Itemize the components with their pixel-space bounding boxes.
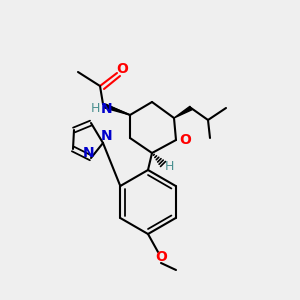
Text: H: H	[164, 160, 174, 173]
Text: O: O	[116, 62, 128, 76]
Polygon shape	[174, 106, 192, 118]
Text: O: O	[179, 133, 191, 147]
Text: N: N	[101, 102, 113, 116]
Text: N: N	[101, 129, 113, 143]
Text: O: O	[155, 250, 167, 264]
Polygon shape	[104, 104, 130, 115]
Text: H: H	[90, 103, 100, 116]
Text: N: N	[83, 146, 95, 160]
